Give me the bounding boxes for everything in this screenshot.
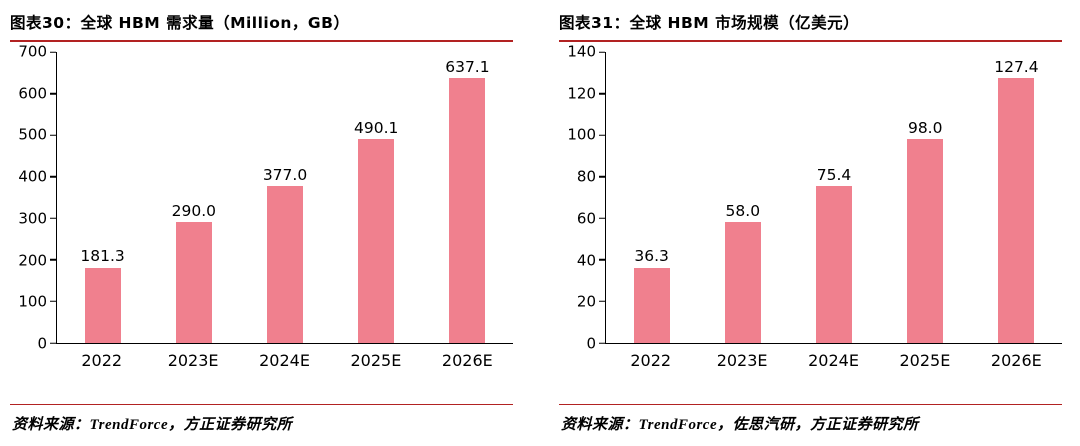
- y-axis-tick-label: 200: [18, 251, 47, 270]
- source-note: 资料来源：TrendForce，佐思汽研，方正证券研究所: [561, 417, 919, 433]
- x-axis-label: 2022: [630, 351, 672, 370]
- bar: [816, 186, 852, 343]
- x-axis-label: 2026E: [441, 351, 493, 370]
- chart-panel-hbm-market-size: 图表31：全球 HBM 市场规模（亿美元） 0 20 40 60 80 100 120 140…: [559, 6, 1062, 436]
- bar: [449, 78, 486, 343]
- y-axis-tick-label: 0: [586, 334, 596, 353]
- x-axis-label: 2025E: [899, 351, 951, 370]
- bar: [633, 267, 670, 343]
- y-axis-tick-label: 60: [576, 209, 596, 228]
- y-axis-tick-label: 100: [18, 292, 47, 311]
- bar: [358, 139, 395, 343]
- y-axis-tickmark: [50, 259, 56, 261]
- bar: [907, 139, 944, 343]
- chart-title: 图表31：全球 HBM 市场规模（亿美元）: [559, 14, 860, 32]
- y-axis: 0 100 200 300 400 500 600 700: [10, 44, 56, 351]
- y-axis-tick-label: 80: [576, 167, 596, 186]
- y-axis-tick-label: 700: [18, 42, 47, 61]
- y-axis-tickmark: [50, 342, 56, 344]
- source-divider: [10, 403, 513, 405]
- title-divider: [10, 40, 513, 42]
- x-axis-label: 2023E: [716, 351, 768, 370]
- y-axis-tickmark: [599, 217, 605, 220]
- y-axis-tick-label: 120: [567, 84, 596, 103]
- y-axis: 0 20 40 60 80 100 120 140: [559, 44, 605, 351]
- source-note: 资料来源：TrendForce，方正证券研究所: [12, 417, 293, 433]
- y-axis-tickmark: [50, 217, 56, 220]
- bar-value-label: 637.1: [445, 57, 490, 76]
- y-axis-tick-label: 600: [18, 84, 47, 103]
- y-axis-tickmark: [599, 51, 605, 53]
- bar-chart: 0 100 200 300 400 500 600 700 181.3 290.0 377.0 49…: [10, 44, 513, 351]
- bar-value-label: 490.1: [354, 118, 399, 137]
- y-axis-tickmark: [50, 300, 56, 303]
- y-axis-tickmark: [50, 134, 56, 136]
- y-axis-tickmark: [50, 92, 56, 95]
- bar-value-label: 127.4: [994, 57, 1039, 76]
- bar-group: 127.4: [971, 52, 1062, 343]
- bar-value-label: 181.3: [80, 247, 125, 266]
- bar-group: 637.1: [422, 52, 513, 343]
- x-axis-label: 2022: [81, 351, 123, 370]
- bar-value-label: 75.4: [816, 165, 852, 184]
- bar: [84, 267, 121, 343]
- y-axis-tickmark: [599, 259, 605, 261]
- y-axis-tick-label: 20: [576, 292, 596, 311]
- x-axis-label: 2026E: [990, 351, 1042, 370]
- bar-group: 98.0: [880, 52, 971, 343]
- bar-group: 181.3: [57, 52, 148, 343]
- y-axis-tick-label: 500: [18, 125, 47, 144]
- y-axis-tickmark: [50, 175, 56, 178]
- y-axis-tick-label: 0: [37, 334, 47, 353]
- title-divider: [559, 40, 1062, 42]
- bar-value-label: 98.0: [907, 118, 943, 137]
- source-divider: [559, 403, 1062, 405]
- bar: [175, 222, 212, 343]
- x-axis-label: 2025E: [350, 351, 402, 370]
- bar-group: 58.0: [697, 52, 788, 343]
- bar: [724, 222, 761, 343]
- y-axis-tick-label: 300: [18, 209, 47, 228]
- bar: [267, 186, 303, 343]
- bar-value-label: 377.0: [262, 165, 308, 184]
- x-axis-label: 2023E: [167, 351, 219, 370]
- bar-group: 377.0: [239, 52, 330, 343]
- plot-area: 181.3 290.0 377.0 490.1 637.1: [50, 51, 513, 344]
- x-axis-label: 2024E: [808, 351, 859, 370]
- y-axis-tick-label: 140: [567, 42, 596, 61]
- bar-value-label: 36.3: [634, 247, 669, 266]
- bar-chart: 0 20 40 60 80 100 120 140 36.3 58.0 75.4 98.0 127.4: [559, 44, 1062, 351]
- bar-value-label: 290.0: [171, 201, 216, 220]
- y-axis-tickmark: [599, 342, 605, 344]
- chart-title: 图表30：全球 HBM 需求量（Million，GB）: [10, 14, 350, 32]
- bar-group: 36.3: [606, 52, 697, 343]
- y-axis-tickmark: [599, 134, 605, 136]
- x-axis-label: 2024E: [259, 351, 310, 370]
- y-axis-tickmark: [599, 175, 605, 178]
- plot-area: 36.3 58.0 75.4 98.0 127.4: [599, 51, 1062, 344]
- bar: [998, 78, 1035, 343]
- y-axis-tickmark: [599, 300, 605, 303]
- bar-group: 490.1: [331, 52, 422, 343]
- x-axis: 2022 2023E 2024E 2025E 2026E: [559, 351, 1062, 370]
- y-axis-tick-label: 40: [576, 251, 596, 270]
- x-axis: 2022 2023E 2024E 2025E 2026E: [10, 351, 513, 370]
- y-axis-tickmark: [50, 51, 56, 53]
- chart-panel-hbm-demand: 图表30：全球 HBM 需求量（Million，GB） 0 100 200 300 40…: [10, 6, 513, 436]
- bar-value-label: 58.0: [725, 201, 761, 220]
- y-axis-tick-label: 400: [18, 167, 47, 186]
- y-axis-tickmark: [599, 92, 605, 95]
- bar-group: 290.0: [148, 52, 239, 343]
- y-axis-tick-label: 100: [567, 125, 596, 144]
- bar-group: 75.4: [788, 52, 879, 343]
